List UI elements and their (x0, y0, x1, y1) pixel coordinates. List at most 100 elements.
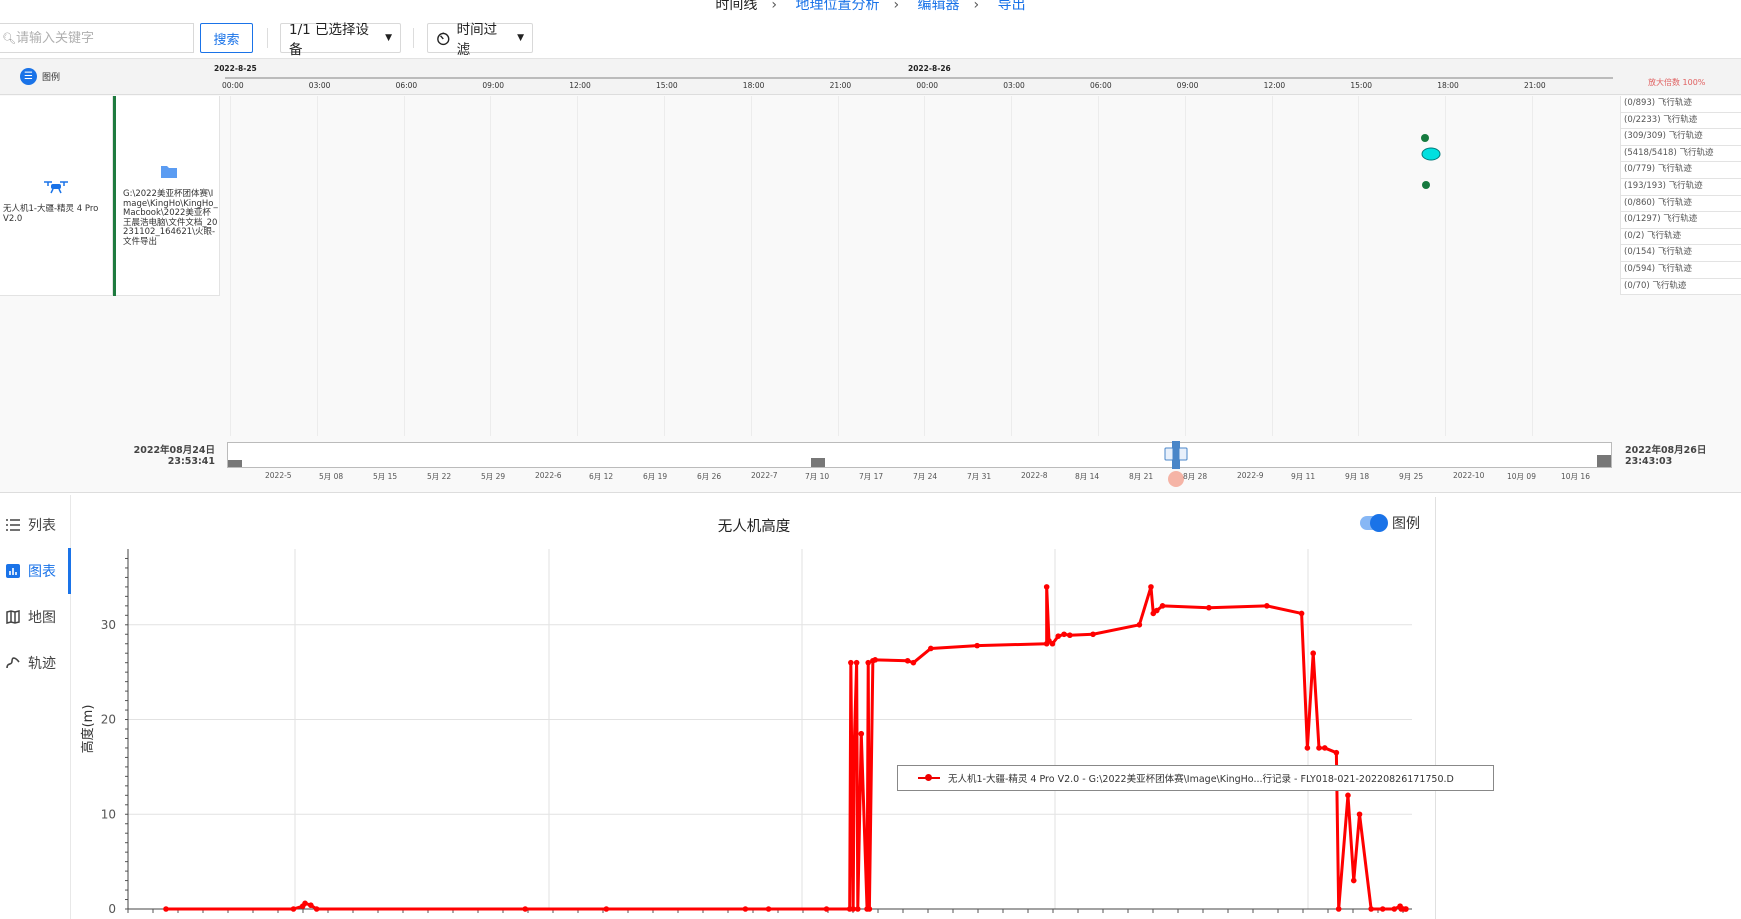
file-path: G:\2022美亚杯团体赛\Image\KingHo\KingHo_Macboo… (123, 189, 218, 247)
nav-chart[interactable]: 图表 (0, 548, 71, 594)
track-item[interactable]: (0/779) 飞行轨迹 (1620, 162, 1741, 179)
data-point (850, 906, 856, 912)
range-tick-label: 8月 14 (1075, 472, 1100, 481)
device-cell[interactable]: 无人机1-大疆-精灵 4 Pro V2.0 (0, 96, 113, 296)
hour-tick-label: 21:00 (1524, 81, 1546, 90)
grid-line (577, 96, 579, 436)
hour-tick-label: 09:00 (1176, 81, 1199, 90)
data-point (1061, 631, 1067, 638)
device-select-dropdown[interactable]: 1/1 已选择设备 ▼ (280, 22, 401, 58)
data-point (853, 659, 860, 666)
data-point (1403, 906, 1409, 912)
breadcrumb-geo-analysis[interactable]: 地理位置分析 (795, 0, 880, 13)
divider (413, 28, 414, 48)
event-marker-selected (1421, 147, 1441, 161)
hour-tick-label: 12:00 (1263, 81, 1286, 90)
map-icon (5, 610, 21, 624)
altitude-chart[interactable]: 0 10 20 30 高度(m) (72, 497, 1436, 919)
legend-button[interactable]: ☰ 图例 (20, 68, 60, 85)
data-point (1298, 610, 1305, 617)
breadcrumb-timeline[interactable]: 时间线 (715, 0, 758, 13)
track-item[interactable]: (0/2233) 飞行轨迹 (1620, 112, 1741, 130)
device-indicator (113, 96, 116, 296)
data-point (313, 906, 320, 912)
date-label: 2022-8-25 (214, 64, 257, 73)
track-item[interactable]: (0/70) 飞行轨迹 (1620, 278, 1741, 296)
y-tick-label: 10 (101, 807, 116, 821)
data-point (742, 906, 749, 912)
track-item[interactable]: (0/594) 飞行轨迹 (1620, 261, 1741, 279)
range-tick-label: 6月 19 (643, 472, 668, 481)
track-item[interactable]: (309/309) 飞行轨迹 (1620, 129, 1741, 146)
search-input[interactable] (16, 30, 186, 46)
track-item[interactable]: (0/860) 飞行轨迹 (1620, 195, 1741, 213)
grid-line (230, 96, 231, 436)
nav-chart-label: 图表 (28, 564, 56, 580)
range-data-block (228, 460, 242, 467)
track-item[interactable]: (5418/5418) 飞行轨迹 (1620, 145, 1741, 163)
caret-down-icon: ▼ (517, 33, 524, 43)
range-tick-label: 9月 11 (1291, 472, 1316, 481)
search-button[interactable]: 搜索 (200, 23, 253, 53)
data-point (1345, 792, 1351, 799)
chevron-right-icon: › (893, 0, 900, 13)
track-item[interactable]: (193/193) 飞行轨迹 (1620, 178, 1741, 196)
nav-map[interactable]: 地图 (0, 594, 71, 640)
nav-track[interactable]: 轨迹 (0, 640, 71, 686)
data-point (1055, 633, 1062, 639)
data-point (308, 902, 314, 909)
track-item[interactable]: (0/154) 飞行轨迹 (1620, 245, 1741, 262)
breadcrumb-export[interactable]: 导出 (997, 0, 1026, 13)
time-filter-dropdown[interactable]: 时间过滤 ▼ (427, 22, 533, 58)
track-item[interactable]: (0/893) 飞行轨迹 (1620, 96, 1741, 113)
hour-tick-label: 12:00 (569, 81, 591, 90)
track-item[interactable]: (0/1297) 飞行轨迹 (1620, 212, 1741, 229)
grid-line (1011, 96, 1013, 436)
range-handle[interactable] (1163, 441, 1189, 469)
current-time-indicator[interactable] (1168, 471, 1184, 487)
data-point (1335, 906, 1342, 912)
legend-line-marker (918, 774, 940, 781)
hour-tick-label: 00:00 (916, 81, 939, 90)
hour-tick-label: 15:00 (656, 81, 678, 90)
timeline-grid[interactable] (221, 96, 1620, 436)
range-tick-label: 5月 15 (373, 472, 398, 481)
range-tick-label: 2022-6 (535, 471, 562, 480)
toggle-switch[interactable] (1360, 514, 1388, 532)
breadcrumb-editor[interactable]: 编辑器 (917, 0, 960, 13)
grid-line (1184, 96, 1186, 436)
range-tick-label: 2022-8 (1021, 471, 1048, 480)
hour-tick-label: 21:00 (829, 81, 852, 90)
nav-list[interactable]: 列表 (0, 502, 71, 548)
data-point (163, 906, 169, 912)
data-point (603, 906, 610, 912)
grid-line (490, 96, 492, 436)
drone-icon (44, 181, 68, 194)
grid-line (1532, 96, 1533, 436)
data-point (865, 659, 872, 666)
grid-line (750, 96, 752, 436)
data-point (823, 906, 830, 912)
range-slider[interactable] (227, 442, 1612, 468)
hour-tick-label: 09:00 (482, 81, 505, 90)
grid-line (1445, 96, 1447, 436)
range-data-block (1597, 455, 1611, 467)
track-item[interactable]: (0/2) 飞行轨迹 (1620, 228, 1741, 246)
chevron-right-icon: › (973, 0, 980, 13)
device-name: 无人机1-大疆-精灵 4 Pro V2.0 (3, 204, 99, 224)
range-tick-label: 5月 08 (319, 472, 344, 481)
file-cell[interactable]: G:\2022美亚杯团体赛\Image\KingHo\KingHo_Macboo… (116, 96, 220, 296)
grid-line (1271, 96, 1273, 436)
nav-track-label: 轨迹 (28, 656, 56, 672)
data-point (866, 906, 873, 912)
data-point (522, 906, 529, 912)
data-point (1316, 745, 1322, 751)
event-marker (1422, 181, 1430, 189)
timer-icon (437, 32, 450, 45)
y-tick-label: 0 (108, 902, 116, 916)
data-point (1350, 877, 1357, 884)
range-tick-label: 2022-7 (751, 471, 778, 480)
legend-toggle[interactable]: 图例 (1360, 513, 1420, 533)
range-tick-label: 7月 10 (805, 472, 830, 481)
grid-line (837, 96, 839, 436)
